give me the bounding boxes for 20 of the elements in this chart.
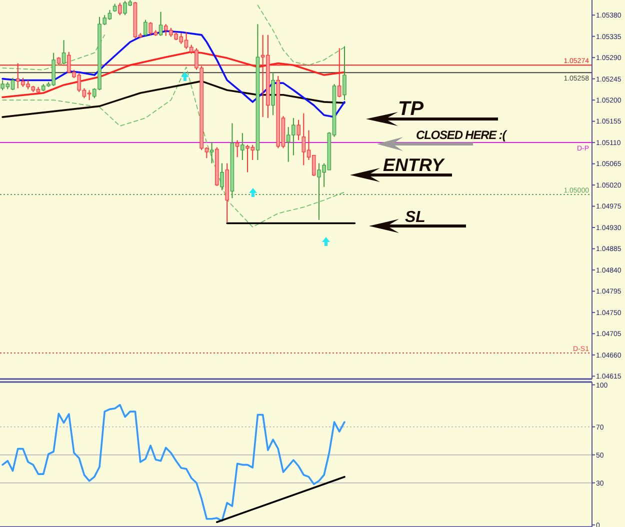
annotation: ENTRY (383, 155, 446, 175)
annotation: CLOSED HERE :( (416, 128, 508, 142)
candlestick (210, 142, 214, 164)
line-series (2, 404, 346, 522)
annotation: SL (405, 209, 426, 226)
candlestick (235, 140, 240, 158)
candlestick (296, 119, 300, 141)
candlestick (220, 162, 224, 191)
candlestick (158, 11, 163, 36)
line-series (2, 34, 106, 70)
candlestick (118, 2, 122, 16)
candlestick (337, 48, 342, 98)
candlestick (342, 46, 346, 101)
candlestick (240, 132, 244, 160)
candlestick (144, 19, 148, 36)
annotation: TP (398, 98, 424, 120)
line-series (2, 66, 345, 228)
candlestick (62, 40, 66, 65)
line-series (257, 4, 345, 66)
line-series (2, 80, 346, 118)
